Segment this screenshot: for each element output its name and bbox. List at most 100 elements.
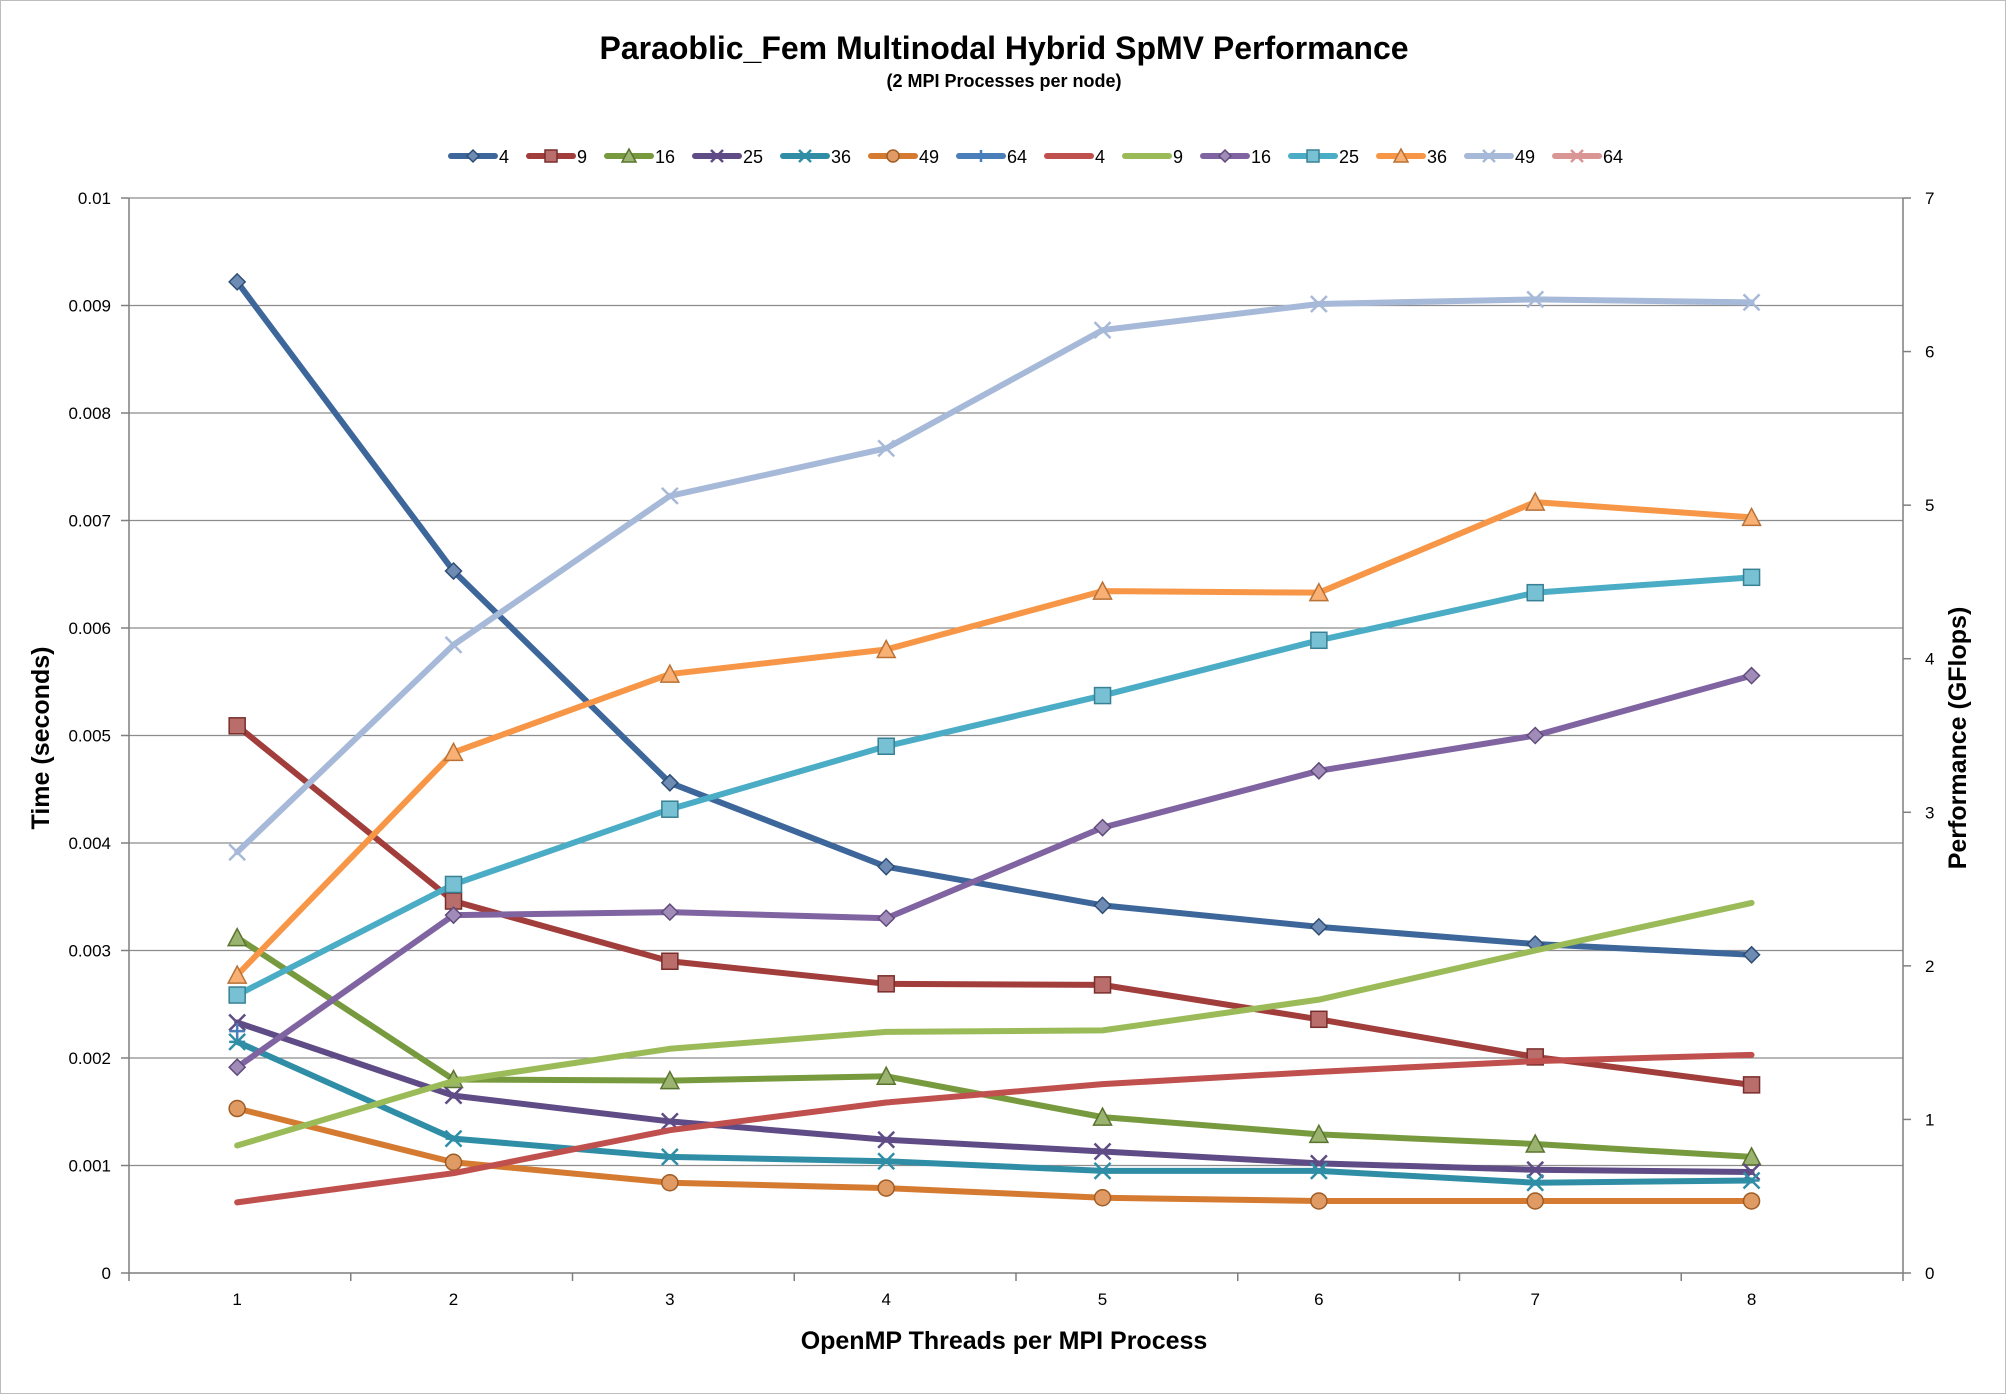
data-point xyxy=(877,1152,896,1171)
data-point xyxy=(1093,976,1112,994)
data-point xyxy=(660,903,679,922)
data-point xyxy=(877,909,896,928)
data-point xyxy=(1310,631,1328,650)
data-point xyxy=(228,1032,247,1051)
data-point xyxy=(1310,1192,1328,1210)
series-line xyxy=(234,296,1755,856)
data-point xyxy=(1093,686,1112,705)
data-point xyxy=(1309,761,1328,780)
data-point xyxy=(1526,583,1544,602)
legend-marker xyxy=(1217,148,1233,164)
data-point xyxy=(228,717,246,735)
data-point xyxy=(1742,1076,1761,1094)
legend-marker xyxy=(620,147,638,163)
data-point xyxy=(444,906,463,925)
legend-item: 16 xyxy=(1200,147,1271,167)
y-tick-label-right: 1 xyxy=(1925,1110,1934,1129)
series-right-9 xyxy=(234,899,1755,1149)
legend-label: 16 xyxy=(655,147,675,167)
series-line xyxy=(234,722,1755,1088)
series-line xyxy=(234,899,1755,1149)
axes: 0 0.001 0.002 0.003 0.004 0.005 0.006 0.007 0.00… xyxy=(68,189,1934,1309)
data-point xyxy=(1742,568,1761,587)
y-tick-label-right: 6 xyxy=(1925,343,1934,362)
data-point xyxy=(444,1129,463,1148)
y-tick-label-right: 7 xyxy=(1925,189,1934,208)
x-tick-label: 6 xyxy=(1314,1290,1323,1309)
data-point xyxy=(444,561,463,581)
data-point xyxy=(661,800,679,818)
y-tick-label-left: 0.01 xyxy=(78,189,111,208)
x-axis-label: OpenMP Threads per MPI Process xyxy=(801,1327,1208,1355)
data-point xyxy=(1092,580,1113,600)
legend-label: 25 xyxy=(743,147,763,167)
data-point xyxy=(1093,896,1112,915)
data-point xyxy=(1742,666,1761,685)
legend-marker xyxy=(975,150,987,162)
series-line xyxy=(234,1051,1755,1206)
data-point xyxy=(661,1173,679,1192)
series-left-9 xyxy=(228,717,1761,1094)
series-line xyxy=(234,574,1755,999)
series-left-49 xyxy=(228,1099,1761,1210)
data-point xyxy=(1093,1161,1112,1180)
data-point xyxy=(875,638,897,659)
series-lines xyxy=(226,272,1762,1210)
series-line xyxy=(234,934,1755,1160)
legend-item: 9 xyxy=(526,147,587,167)
series-right-4 xyxy=(234,1051,1755,1206)
data-point xyxy=(1741,506,1762,527)
data-point xyxy=(1092,1106,1113,1126)
data-point xyxy=(659,663,681,683)
series-right-16 xyxy=(228,666,1761,1077)
legend-item: 25 xyxy=(692,147,763,167)
x-tick-label: 8 xyxy=(1747,1290,1756,1309)
x-tick-label: 4 xyxy=(881,1290,890,1309)
data-point xyxy=(1093,818,1112,837)
legend-marker xyxy=(1482,149,1496,163)
series-left-36 xyxy=(228,1032,1761,1192)
data-point xyxy=(1742,945,1761,964)
data-point xyxy=(877,975,895,993)
data-point xyxy=(1526,726,1545,745)
legend-item: 49 xyxy=(1464,147,1535,167)
data-point xyxy=(228,1013,247,1032)
series-line xyxy=(234,278,1755,958)
x-tick-label: 2 xyxy=(449,1290,458,1309)
legend-label: 4 xyxy=(1095,147,1105,167)
data-point xyxy=(877,1130,896,1149)
y-tick-label-right: 3 xyxy=(1925,803,1934,822)
y-tick-label-left: 0.002 xyxy=(68,1049,111,1068)
y-tick-label-left: 0.004 xyxy=(68,834,111,853)
data-point xyxy=(1093,1189,1112,1207)
data-point xyxy=(877,737,895,755)
y-tick-label-right: 4 xyxy=(1925,650,1934,669)
y-tick-label-right: 0 xyxy=(1925,1264,1934,1283)
series-line xyxy=(234,1019,1755,1175)
data-point xyxy=(1742,1171,1761,1190)
series-left-4 xyxy=(228,272,1761,964)
legend-label: 4 xyxy=(499,147,509,167)
legend-item: 25 xyxy=(1288,147,1359,167)
legend-item: 36 xyxy=(780,147,851,167)
legend-marker xyxy=(1570,149,1584,163)
data-point xyxy=(660,487,679,505)
data-point xyxy=(877,1179,895,1197)
legend-item: 16 xyxy=(604,147,675,167)
data-point xyxy=(1093,1142,1112,1161)
data-point xyxy=(1308,1123,1330,1144)
data-point xyxy=(444,636,463,654)
legend-item: 9 xyxy=(1122,147,1183,167)
series-line xyxy=(234,499,1755,979)
data-point xyxy=(1526,290,1545,309)
data-point xyxy=(1309,917,1328,936)
x-tick-label: 3 xyxy=(665,1290,674,1309)
data-point xyxy=(1526,1173,1545,1192)
y-tick-label-right: 2 xyxy=(1925,957,1934,976)
gridlines xyxy=(129,197,1903,1167)
legend-marker xyxy=(886,149,900,163)
data-point xyxy=(1742,293,1761,312)
data-point xyxy=(1526,1192,1544,1210)
